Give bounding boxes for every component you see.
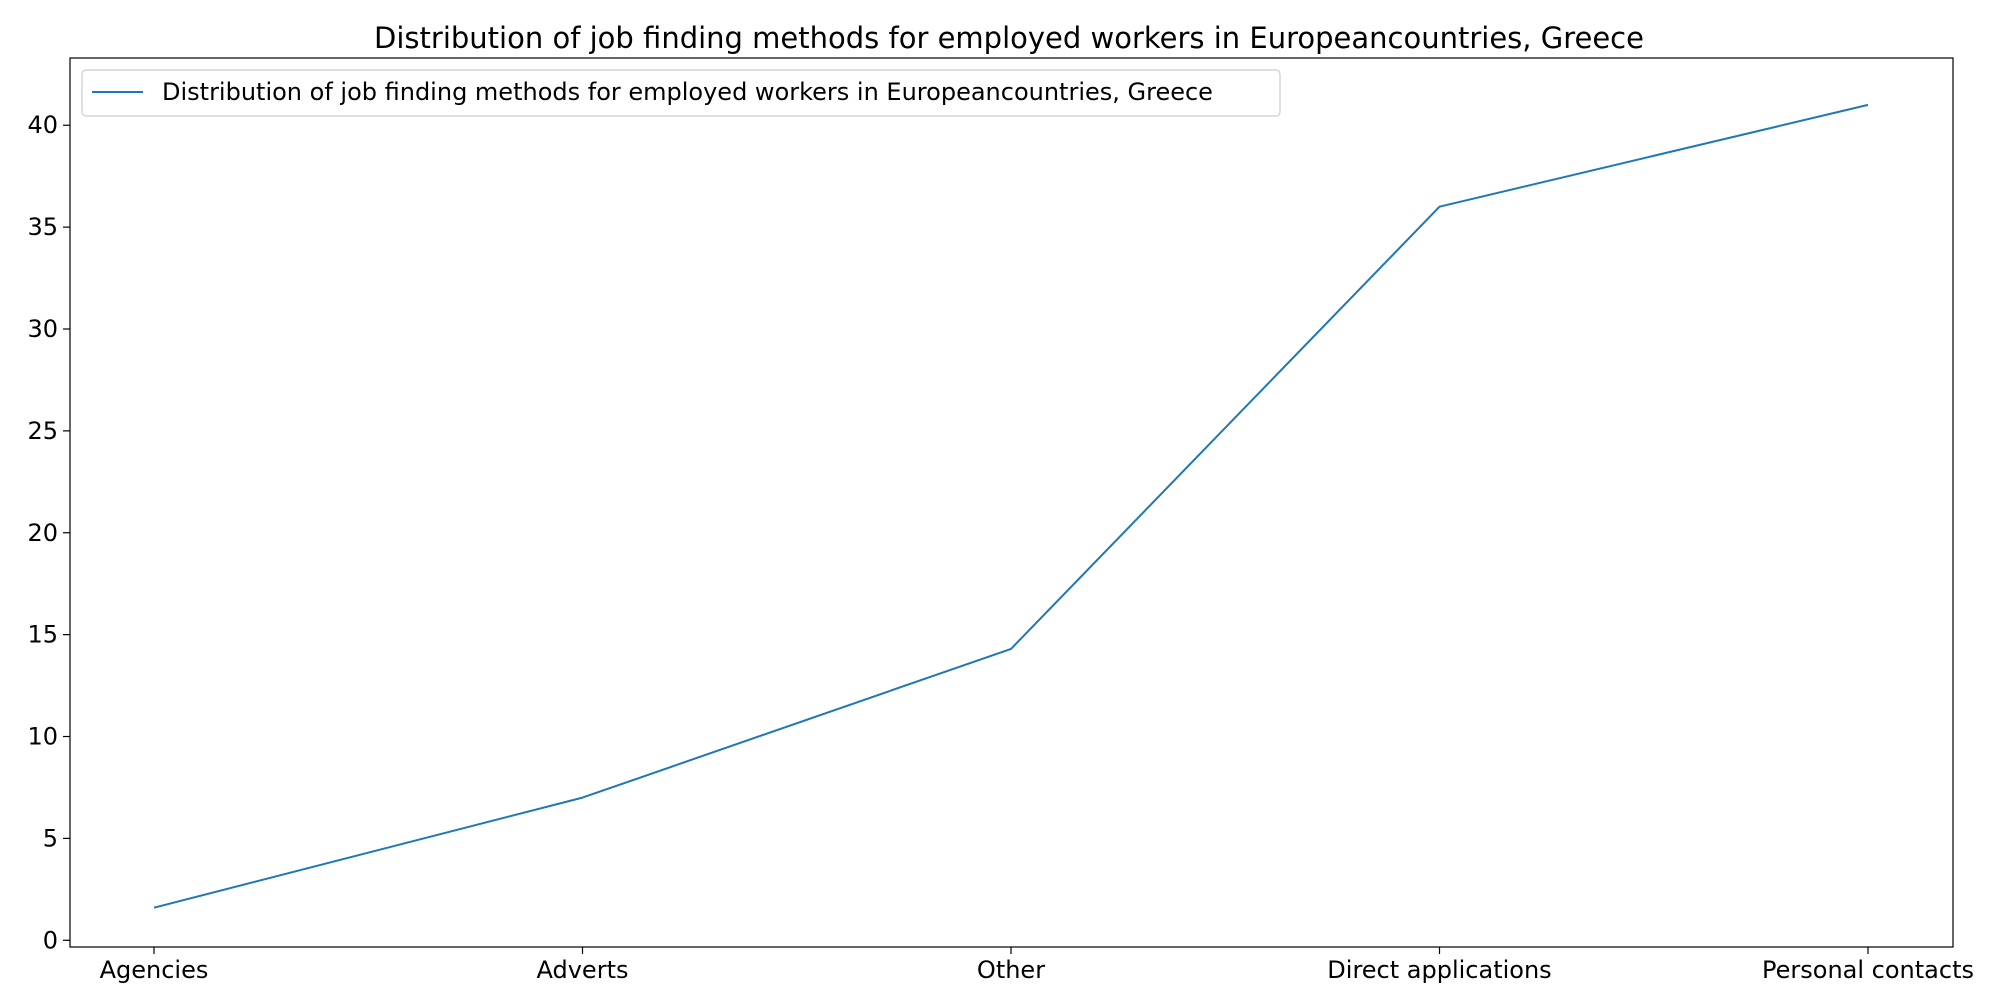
chart-title: Distribution of job finding methods for … — [374, 21, 1644, 55]
y-tick-label: 40 — [27, 111, 58, 139]
y-tick-label: 5 — [43, 824, 58, 852]
y-tick-label: 30 — [27, 315, 58, 343]
series-line — [153, 103, 1869, 909]
y-tick-label: 20 — [27, 519, 58, 547]
x-tick-label: Direct applications — [1327, 956, 1551, 984]
y-tick-label: 35 — [27, 213, 58, 241]
legend-label: Distribution of job finding methods for … — [162, 78, 1213, 106]
series-group — [153, 103, 1869, 909]
legend: Distribution of job finding methods for … — [81, 69, 1281, 117]
plot-frame — [69, 57, 1954, 948]
y-tick-label: 0 — [43, 926, 58, 954]
y-tick-label: 15 — [27, 621, 58, 649]
y-tick-label: 10 — [27, 723, 58, 751]
x-tick-label: Agencies — [100, 956, 209, 984]
x-tick-label: Personal contacts — [1762, 956, 1974, 984]
y-axis: 0 5 10 15 20 25 30 35 40 — [27, 111, 70, 954]
legend-box — [81, 69, 1281, 117]
x-tick-label: Adverts — [537, 956, 629, 984]
y-tick-label: 25 — [27, 417, 58, 445]
x-tick-label: Other — [977, 956, 1045, 984]
x-axis: Agencies Adverts Other Direct applications P… — [100, 947, 1974, 984]
